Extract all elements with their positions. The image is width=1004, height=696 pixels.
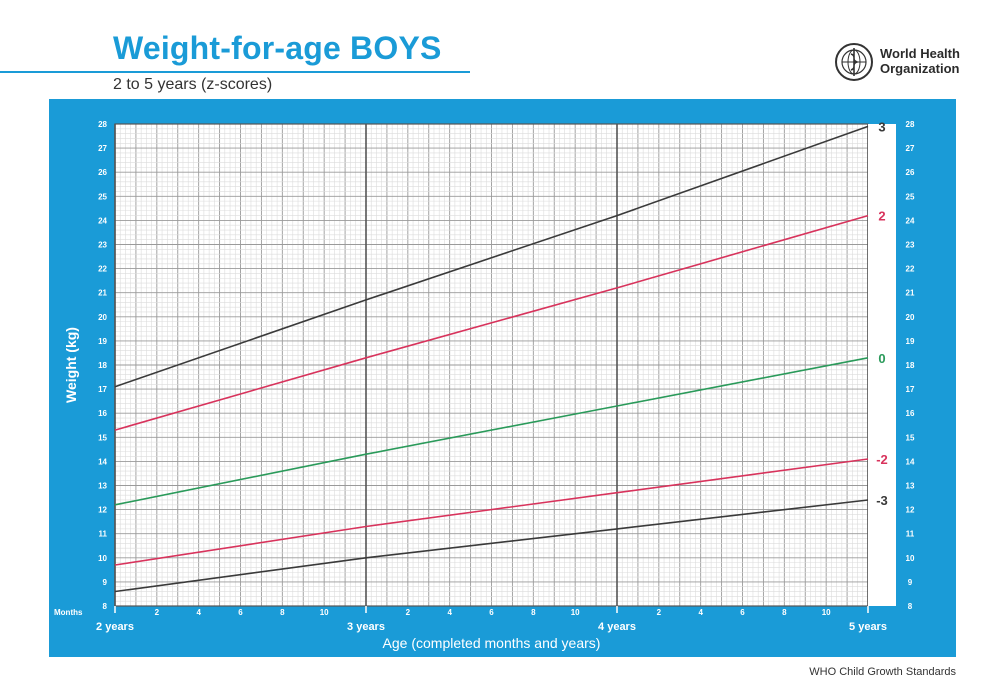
zscore-line-2 xyxy=(114,214,869,431)
growth-chart: 8 8 9 9 10 10 11 11 12 12 13 13 14 14 15 15 16 16 17 17 18 18… xyxy=(54,119,915,651)
y-tick-label-left: 8 xyxy=(103,602,108,611)
zscore-line-3 xyxy=(114,125,869,388)
zscore-line-minus3 xyxy=(114,499,869,593)
y-tick-label-right: 14 xyxy=(906,457,915,466)
y-tick-label-right: 28 xyxy=(906,120,915,129)
y-tick-label-left: 24 xyxy=(98,216,107,225)
chart-panel: 8 8 9 9 10 10 11 11 12 12 13 13 14 14 15 15 16 16 17 17 18 18… xyxy=(49,99,956,657)
x-axis-label: Age (completed months and years) xyxy=(383,635,601,651)
zscore-label-minus2: -2 xyxy=(876,452,888,467)
y-tick-label-left: 28 xyxy=(98,120,107,129)
y-tick-label-right: 18 xyxy=(906,361,915,370)
y-tick-label-left: 26 xyxy=(98,168,107,177)
footer-text: WHO Child Growth Standards xyxy=(809,666,956,678)
y-tick-label-right: 24 xyxy=(906,216,915,225)
month-tick-label: 6 xyxy=(489,608,494,617)
year-tick-label: 3 years xyxy=(347,621,385,633)
y-tick-label-left: 20 xyxy=(98,313,107,322)
y-tick-label-right: 15 xyxy=(906,433,915,442)
y-tick-label-right: 27 xyxy=(906,144,915,153)
y-tick-label-left: 13 xyxy=(98,482,107,491)
title-rule xyxy=(0,71,470,73)
y-tick-label-right: 8 xyxy=(908,602,913,611)
y-tick-label-left: 11 xyxy=(99,530,108,539)
zscore-line-minus2 xyxy=(114,458,869,566)
who-name-line1: World Health xyxy=(880,46,960,61)
year-tick-label: 4 years xyxy=(598,621,636,633)
y-tick-label-right: 16 xyxy=(906,409,915,418)
y-tick-label-left: 14 xyxy=(98,457,107,466)
zscore-label-minus3: -3 xyxy=(876,493,888,508)
y-tick-label-left: 10 xyxy=(98,554,107,563)
y-tick-label-right: 12 xyxy=(906,506,915,515)
y-tick-label-right: 20 xyxy=(906,313,915,322)
y-tick-label-left: 9 xyxy=(103,578,108,587)
y-tick-label-right: 17 xyxy=(906,385,915,394)
y-tick-label-left: 25 xyxy=(98,192,107,201)
month-tick-label: 2 xyxy=(406,608,411,617)
month-tick-label: 10 xyxy=(822,608,831,617)
chart-title: Weight-for-age BOYS xyxy=(113,30,442,66)
y-tick-label-right: 13 xyxy=(906,482,915,491)
y-tick-label-right: 9 xyxy=(908,578,913,587)
year-tick-label: 5 years xyxy=(849,621,887,633)
y-tick-label-right: 11 xyxy=(906,530,915,539)
zscore-label-3: 3 xyxy=(878,119,885,134)
y-tick-label-left: 18 xyxy=(98,361,107,370)
chart-subtitle: 2 to 5 years (z-scores) xyxy=(113,76,273,93)
zscore-label-0: 0 xyxy=(878,351,885,366)
month-tick-label: 2 xyxy=(155,608,160,617)
y-tick-label-left: 19 xyxy=(98,337,107,346)
month-tick-label: 4 xyxy=(698,608,703,617)
y-tick-label-left: 17 xyxy=(98,385,107,394)
month-tick-label: 2 xyxy=(657,608,662,617)
y-axis-label: Weight (kg) xyxy=(63,327,79,403)
y-tick-label-left: 12 xyxy=(98,506,107,515)
y-tick-label-left: 23 xyxy=(98,241,107,250)
months-label: Months xyxy=(54,608,83,617)
month-tick-label: 4 xyxy=(196,608,201,617)
month-tick-label: 8 xyxy=(782,608,787,617)
y-tick-label-right: 10 xyxy=(906,554,915,563)
y-tick-label-right: 23 xyxy=(906,241,915,250)
who-name-line2: Organization xyxy=(880,61,960,76)
month-tick-label: 10 xyxy=(571,608,580,617)
y-tick-label-left: 21 xyxy=(98,289,107,298)
label-column xyxy=(868,124,896,606)
y-tick-label-right: 21 xyxy=(906,289,915,298)
month-tick-label: 6 xyxy=(238,608,243,617)
who-name: World Health Organization xyxy=(880,46,960,76)
month-tick-label: 4 xyxy=(447,608,452,617)
y-tick-label-right: 26 xyxy=(906,168,915,177)
y-tick-label-left: 16 xyxy=(98,409,107,418)
y-tick-label-left: 27 xyxy=(98,144,107,153)
y-tick-label-left: 22 xyxy=(98,265,107,274)
zscore-label-2: 2 xyxy=(878,209,885,224)
y-tick-label-left: 15 xyxy=(98,433,107,442)
month-tick-label: 8 xyxy=(531,608,536,617)
month-tick-label: 10 xyxy=(320,608,329,617)
zscore-line-0 xyxy=(114,357,869,506)
year-tick-label: 2 years xyxy=(96,621,134,633)
y-tick-label-right: 25 xyxy=(906,192,915,201)
y-tick-label-right: 19 xyxy=(906,337,915,346)
y-tick-label-right: 22 xyxy=(906,265,915,274)
month-tick-label: 8 xyxy=(280,608,285,617)
month-tick-label: 6 xyxy=(740,608,745,617)
who-emblem-icon xyxy=(835,43,873,81)
